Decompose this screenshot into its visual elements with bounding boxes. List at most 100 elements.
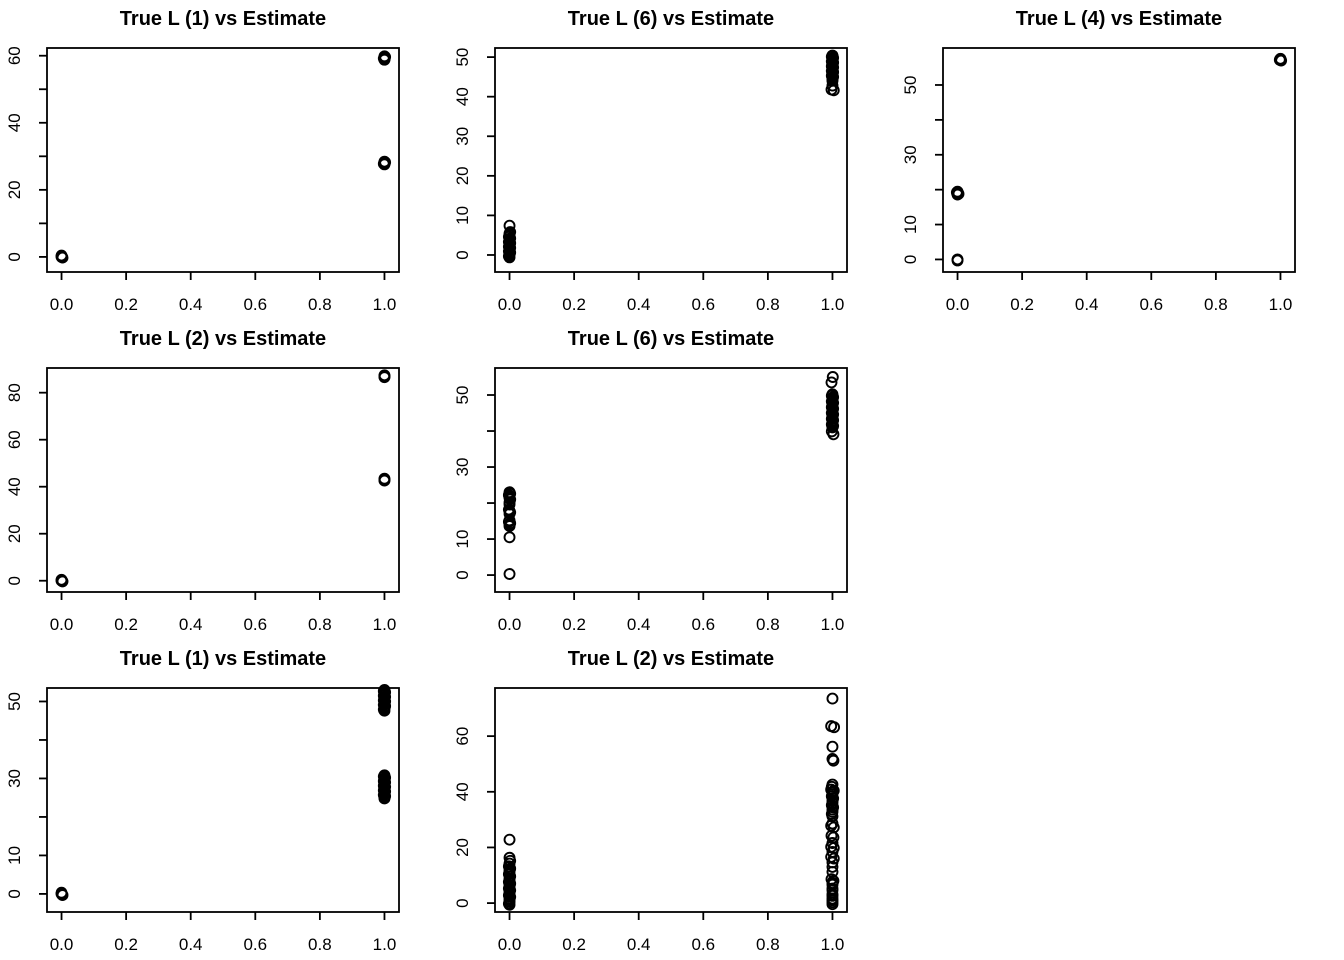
x-tick-label: 0.2: [562, 935, 586, 954]
data-point: [1275, 54, 1288, 67]
data-point: [503, 520, 516, 533]
x-tick-label: 0.4: [1075, 295, 1099, 314]
plot-title-4: True L (2) vs Estimate: [119, 328, 327, 350]
y-tick-label: 50: [901, 76, 920, 95]
y-tick-label: 0: [5, 889, 24, 898]
y-tick-label: 0: [5, 576, 24, 585]
scatter-canvas-5: 0.0 0.2 0.4 0.6 0.8 1.0 0 10 30 50: [453, 367, 848, 634]
x-tick-label: 1.0: [373, 615, 397, 634]
x-tick-label: 0.8: [308, 935, 332, 954]
scatter-canvas-7: 0.0 0.2 0.4 0.6 0.8 1.0 0 20 40 60: [453, 687, 848, 954]
data-point: [503, 833, 516, 846]
data-point: [56, 575, 69, 588]
scatter-panel-2: 0.0 0.2 0.4 0.6 0.8 1.0 0 10 20 30 40 50 True L (6)…: [448, 0, 896, 320]
plot-title-1: True L (1) vs Estimate: [119, 8, 327, 30]
data-point: [827, 754, 840, 767]
y-tick-label: 40: [5, 113, 24, 132]
data-point: [56, 889, 69, 902]
y-tick-label: 50: [453, 48, 472, 67]
data-point: [503, 531, 516, 544]
data-point: [827, 84, 840, 97]
data-point: [951, 188, 964, 201]
x-tick-label: 0.4: [627, 615, 651, 634]
y-tick-label: 20: [5, 180, 24, 199]
y-tick-label: 10: [453, 530, 472, 549]
y-tick-label: 0: [453, 570, 472, 579]
data-point: [825, 829, 838, 842]
x-tick-label: 0.8: [756, 615, 780, 634]
x-tick-label: 1.0: [373, 935, 397, 954]
plot-box: [494, 47, 848, 273]
y-tick-label: 20: [453, 166, 472, 185]
plot-box: [942, 47, 1296, 273]
plot-box: [494, 687, 848, 913]
x-tick-label: 0.2: [562, 295, 586, 314]
x-tick-label: 0.6: [691, 295, 715, 314]
x-tick-label: 0.0: [498, 935, 522, 954]
data-point: [827, 428, 840, 441]
x-tick-label: 0.2: [114, 615, 138, 634]
x-tick-label: 0.6: [691, 615, 715, 634]
x-tick-label: 0.2: [1010, 295, 1034, 314]
data-point: [826, 740, 839, 753]
x-tick-label: 0.0: [50, 615, 74, 634]
x-tick-label: 0.2: [114, 935, 138, 954]
plot-box: [494, 367, 848, 593]
y-tick-label: 30: [901, 145, 920, 164]
data-point: [378, 50, 391, 63]
data-point: [378, 792, 391, 805]
data-point: [378, 474, 391, 487]
y-tick-label: 30: [453, 458, 472, 477]
x-tick-label: 0.8: [308, 295, 332, 314]
scatter-canvas-6: 0.0 0.2 0.4 0.6 0.8 1.0 0 10 30 50: [5, 683, 400, 954]
x-tick-label: 0.6: [243, 615, 267, 634]
plot-title-3: True L (4) vs Estimate: [1015, 8, 1223, 30]
x-tick-label: 0.4: [179, 935, 203, 954]
x-tick-label: 0.4: [179, 295, 203, 314]
x-tick-label: 0.2: [562, 615, 586, 634]
y-tick-label: 20: [453, 838, 472, 857]
x-tick-label: 0.4: [627, 295, 651, 314]
y-tick-label: 10: [453, 206, 472, 225]
data-point: [951, 254, 964, 267]
data-point: [378, 704, 391, 717]
x-tick-label: 0.8: [756, 295, 780, 314]
x-tick-label: 0.6: [243, 935, 267, 954]
data-point: [826, 692, 839, 705]
plot-title-2: True L (6) vs Estimate: [567, 8, 775, 30]
x-tick-label: 0.6: [691, 935, 715, 954]
x-tick-label: 1.0: [821, 295, 845, 314]
data-point: [378, 371, 391, 384]
data-point: [828, 721, 841, 734]
y-tick-label: 40: [453, 87, 472, 106]
x-tick-label: 0.4: [627, 935, 651, 954]
scatter-canvas-4: 0.0 0.2 0.4 0.6 0.8 1.0 0 20 40 60 80: [5, 367, 400, 634]
scatter-canvas-2: 0.0 0.2 0.4 0.6 0.8 1.0 0 10 20 30 40 50: [453, 47, 848, 314]
plot-title-5: True L (6) vs Estimate: [567, 328, 775, 350]
y-tick-label: 30: [453, 127, 472, 146]
x-tick-label: 0.0: [50, 935, 74, 954]
y-tick-label: 0: [901, 255, 920, 264]
x-tick-label: 0.0: [498, 615, 522, 634]
scatter-panel-6: 0.0 0.2 0.4 0.6 0.8 1.0 0 10 30 50 True L (1) vs …: [0, 640, 448, 960]
y-tick-label: 60: [5, 430, 24, 449]
scatter-panel-1: 0.0 0.2 0.4 0.6 0.8 1.0 0 20 40 60 True L (1) vs …: [0, 0, 448, 320]
x-tick-label: 0.2: [114, 295, 138, 314]
x-tick-label: 0.8: [1204, 295, 1228, 314]
plot-box: [46, 687, 400, 913]
x-tick-label: 0.8: [756, 935, 780, 954]
plot-title-6: True L (1) vs Estimate: [119, 648, 327, 670]
x-tick-label: 0.4: [179, 615, 203, 634]
data-point: [826, 860, 839, 873]
plot-box: [46, 47, 400, 273]
x-tick-label: 1.0: [821, 935, 845, 954]
y-tick-label: 10: [901, 215, 920, 234]
scatter-panel-7: 0.0 0.2 0.4 0.6 0.8 1.0 0 20 40 60 True L (2) vs …: [448, 640, 896, 960]
y-tick-label: 80: [5, 383, 24, 402]
y-tick-label: 50: [5, 692, 24, 711]
y-tick-label: 60: [453, 727, 472, 746]
x-tick-label: 1.0: [821, 615, 845, 634]
data-point: [825, 376, 838, 389]
data-point: [378, 155, 391, 168]
y-tick-label: 60: [5, 46, 24, 65]
